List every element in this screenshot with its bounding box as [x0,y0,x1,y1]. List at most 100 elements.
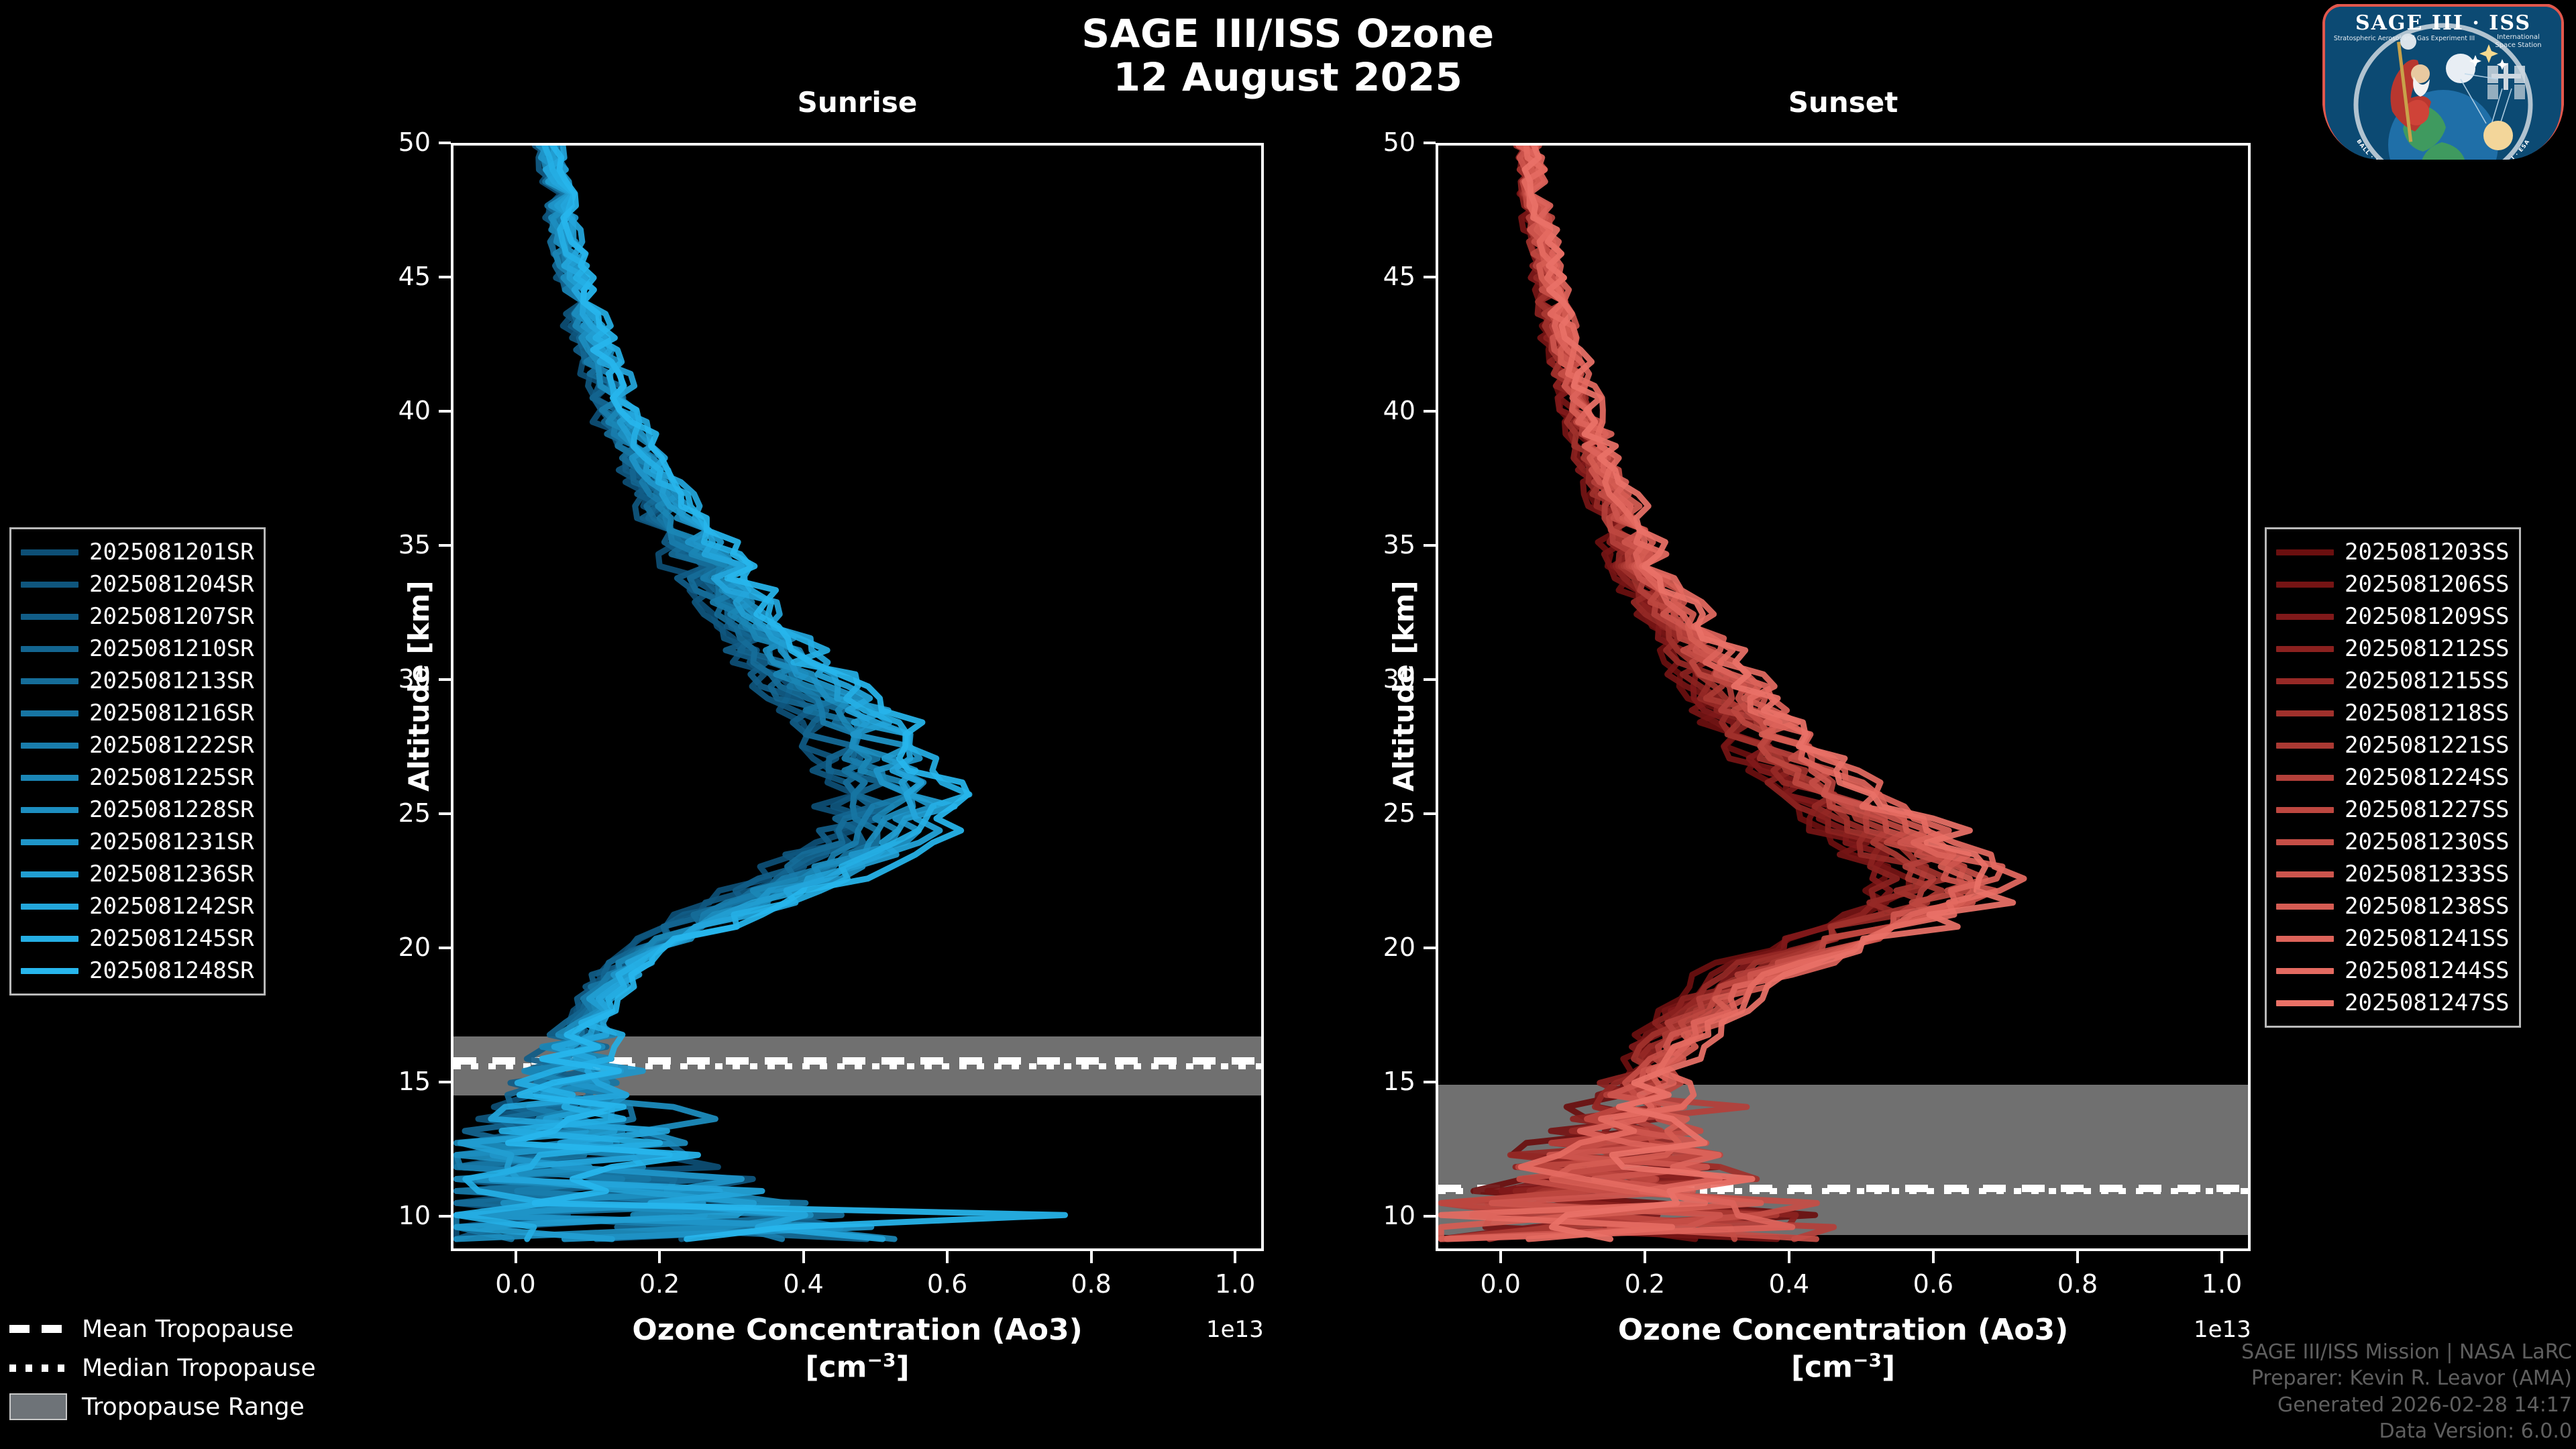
sunset-legend-label: 2025081215SS [2345,667,2510,694]
sunset-legend-color-swatch [2276,742,2334,749]
sunset-legend-color-swatch [2276,581,2334,588]
sunrise-y-tick-label-25: 25 [398,798,431,828]
sunrise-legend-color-swatch [21,710,78,716]
logo-figure-beard [2413,76,2430,97]
sunrise-x-tick-0.4 [802,1251,805,1263]
sunrise-x-tick-label-0.8: 0.8 [1071,1269,1112,1299]
sunset-y-axis-label: Altitude [km] [1387,580,1420,792]
sunset-y-tick-label-10: 10 [1383,1201,1415,1230]
sunset-x-tick-0.6 [1931,1251,1935,1263]
sunrise-x-axis-label: Ozone Concentration (Ao3) [cm−3] [451,1311,1264,1386]
sunrise-legend-item[interactable]: 2025081231SR [21,826,254,858]
sunset-x-tick-0.8 [2076,1251,2079,1263]
sunrise-legend-label: 2025081207SR [89,603,254,630]
sunrise-series-legend[interactable]: 2025081201SR 2025081204SR 2025081207SR 2025… [9,527,266,996]
sunrise-legend-item[interactable]: 2025081222SR [21,729,254,761]
sunset-legend-item[interactable]: 2025081209SS [2276,600,2510,633]
sunset-y-tick-35 [1424,544,1436,547]
sunrise-legend-color-swatch [21,613,78,620]
sunrise-legend-item[interactable]: 2025081236SR [21,858,254,890]
sunrise-x-tick-label-0.4: 0.4 [783,1269,824,1299]
sunrise-legend-color-swatch [21,806,78,813]
logo-subtitle-right-1: International [2497,34,2540,41]
sunrise-legend-item[interactable]: 2025081242SR [21,890,254,922]
logo-title-text: SAGE III · ISS [2355,11,2531,35]
sunset-legend-item[interactable]: 2025081218SS [2276,697,2510,729]
sunrise-legend-item[interactable]: 2025081248SR [21,955,254,987]
sunset-y-tick-label-35: 35 [1383,530,1415,559]
sunset-legend-item[interactable]: 2025081203SS [2276,536,2510,568]
sunrise-legend-item[interactable]: 2025081201SR [21,536,254,568]
sunrise-y-tick-label-20: 20 [398,932,431,962]
sunrise-legend-color-swatch [21,935,78,942]
sunset-y-tick-15 [1424,1081,1436,1083]
sunset-legend-item[interactable]: 2025081227SS [2276,794,2510,826]
sunset-legend-label: 2025081244SS [2345,957,2510,984]
sunrise-x-tick-0.6 [946,1251,949,1263]
sunset-y-tick-25 [1424,812,1436,815]
sunset-x-axis-label-main: Ozone Concentration (Ao3) [1617,1313,2069,1347]
sunrise-panel-title: Sunrise [797,86,918,119]
sunset-legend-color-swatch [2276,549,2334,555]
sunset-legend-label: 2025081209SS [2345,603,2510,630]
sunset-legend-item[interactable]: 2025081241SS [2276,922,2510,955]
sunrise-y-axis-label: Altitude [km] [402,580,435,792]
sunrise-x-tick-label-1.0: 1.0 [1214,1269,1256,1299]
sunset-legend-color-swatch [2276,678,2334,684]
sunset-legend-item[interactable]: 2025081212SS [2276,633,2510,665]
sunset-legend-label: 2025081233SS [2345,861,2510,888]
sunrise-x-tick-0.8 [1089,1251,1093,1263]
sunset-y-tick-10 [1424,1215,1436,1218]
sunset-legend-item[interactable]: 2025081206SS [2276,568,2510,600]
logo-figure-head [2411,64,2430,83]
sunset-legend-color-swatch [2276,1000,2334,1006]
sunset-legend-label: 2025081247SS [2345,989,2510,1016]
sunset-legend-label: 2025081230SS [2345,828,2510,855]
sunrise-legend-color-swatch [21,581,78,588]
sunset-x-tick-label-0.4: 0.4 [1768,1269,1810,1299]
profile-line-2025081242SR [488,146,943,1242]
sunrise-x-offset-text: 1e13 [1206,1316,1264,1343]
sunrise-legend-item[interactable]: 2025081207SR [21,600,254,633]
sunset-legend-item[interactable]: 2025081247SS [2276,987,2510,1019]
sunrise-mean-tropopause-line [453,1057,1261,1065]
sunrise-legend-label: 2025081228SR [89,796,254,823]
sunset-legend-item[interactable]: 2025081238SS [2276,890,2510,922]
sunrise-legend-item[interactable]: 2025081225SR [21,761,254,794]
sunset-legend-item[interactable]: 2025081233SS [2276,858,2510,890]
credit-generated: Generated 2026-02-28 14:17 [2277,1393,2572,1417]
sunrise-y-tick-50 [439,142,451,144]
sunrise-legend-item[interactable]: 2025081213SR [21,665,254,697]
sunrise-y-tick-35 [439,544,451,547]
sunrise-legend-item[interactable]: 2025081228SR [21,794,254,826]
sunset-legend-color-swatch [2276,871,2334,877]
sunset-series-legend[interactable]: 2025081203SS 2025081206SS 2025081209SS 2025… [2265,527,2521,1028]
tropopause-legend-dotted-swatch [9,1364,67,1372]
sunset-legend-item[interactable]: 2025081221SS [2276,729,2510,761]
sunrise-legend-label: 2025081248SR [89,957,254,984]
sunset-legend-item[interactable]: 2025081224SS [2276,761,2510,794]
sunrise-legend-color-swatch [21,903,78,910]
sunrise-legend-label: 2025081225SR [89,764,254,791]
sunrise-legend-item[interactable]: 2025081210SR [21,633,254,665]
sunset-legend-item[interactable]: 2025081230SS [2276,826,2510,858]
sunrise-legend-item[interactable]: 2025081204SR [21,568,254,600]
sunrise-x-tick-1.0 [1234,1251,1237,1263]
sunrise-legend-color-swatch [21,742,78,749]
logo-orbit-ring [2353,23,2533,160]
title-line-2: 12 August 2025 [1113,54,1463,100]
sunrise-legend-item[interactable]: 2025081216SR [21,697,254,729]
sunrise-y-tick-label-15: 15 [398,1067,431,1096]
sunset-y-tick-30 [1424,678,1436,681]
sunset-x-tick-label-0.0: 0.0 [1480,1269,1521,1299]
sunrise-legend-color-swatch [21,967,78,974]
sunset-x-tick-label-0.6: 0.6 [1913,1269,1954,1299]
sunrise-ozone-profiles [453,146,1069,1242]
profile-line-2025081241SS [1444,146,2006,1242]
sunrise-legend-label: 2025081222SR [89,732,254,759]
sunset-legend-item[interactable]: 2025081244SS [2276,955,2510,987]
sunrise-x-tick-label-0.2: 0.2 [639,1269,680,1299]
logo-subtitle-left: Stratospheric Aerosol and Gas Experiment… [2334,35,2475,42]
sunrise-legend-item[interactable]: 2025081245SR [21,922,254,955]
sunset-legend-item[interactable]: 2025081215SS [2276,665,2510,697]
